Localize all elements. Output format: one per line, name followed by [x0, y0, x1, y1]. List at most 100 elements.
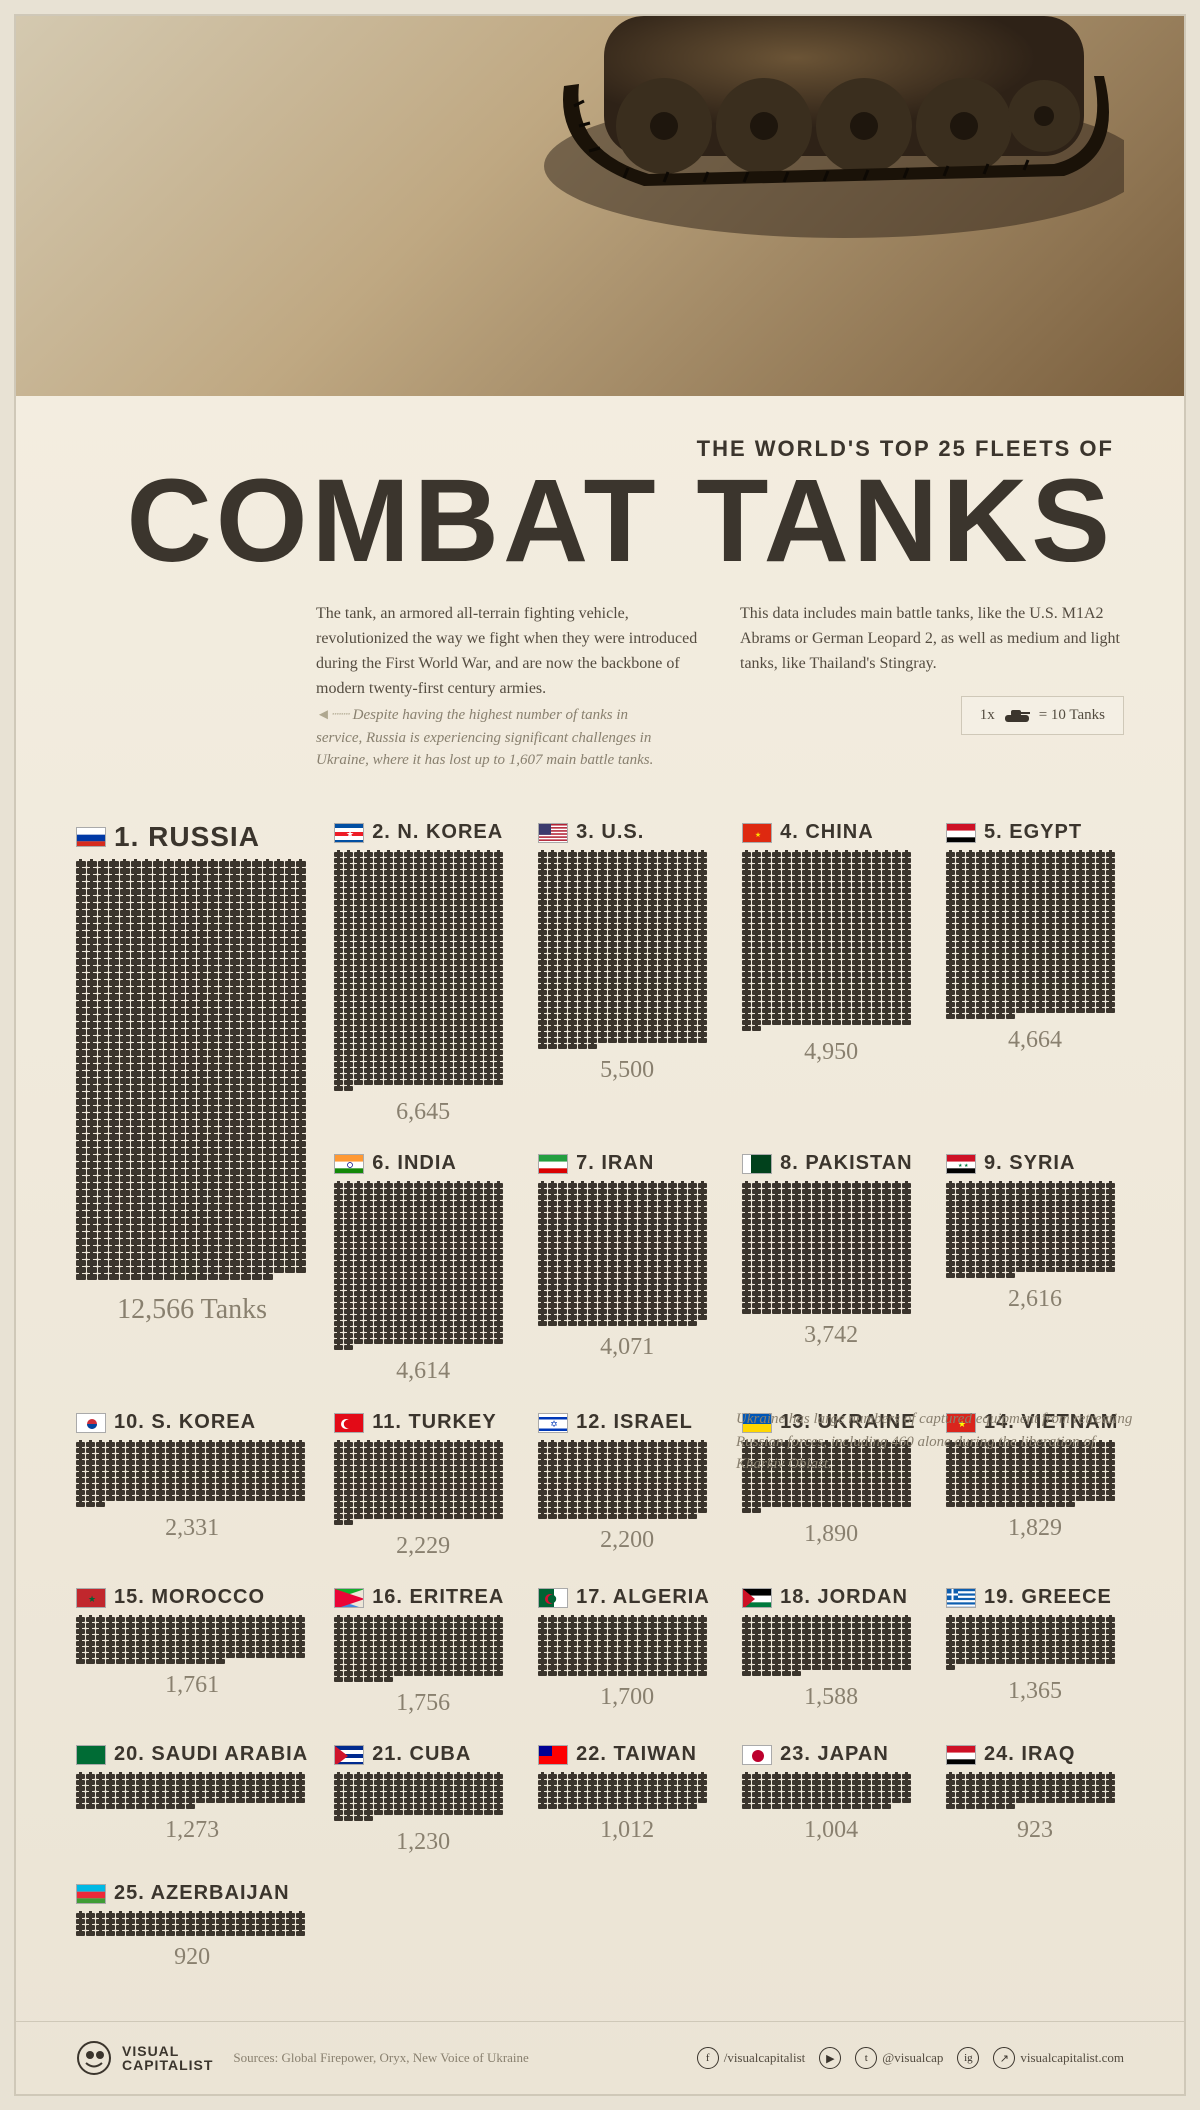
legend-prefix: 1x [980, 707, 995, 724]
social-link[interactable]: t@visualcap [855, 2047, 943, 2069]
tank-count: 923 [946, 1817, 1124, 1844]
hero-image [16, 16, 1184, 396]
country-header: 3. U.S. [538, 821, 716, 844]
country-cell-algeria: 17. ALGERIA1,700 [538, 1586, 716, 1717]
flag-icon [946, 1588, 976, 1608]
social-link[interactable]: f/visualcapitalist [697, 2047, 806, 2069]
svg-text:★: ★ [88, 1594, 96, 1604]
intro-text: The tank, an armored all-terrain fightin… [316, 602, 1124, 701]
russia-annotation: ◄┈┈ Despite having the highest number of… [316, 704, 676, 772]
tank-count: 2,229 [334, 1533, 512, 1560]
tank-pictogram [76, 861, 308, 1280]
country-rank-name: 12. ISRAEL [576, 1411, 693, 1434]
social-link[interactable]: ▶ [819, 2047, 841, 2069]
flag-icon [538, 1154, 568, 1174]
country-cell-egypt: 5. EGYPT4,664 [946, 821, 1124, 1126]
country-rank-name: 18. JORDAN [780, 1586, 908, 1609]
tank-count: 1,700 [538, 1684, 716, 1711]
tank-count: 1,004 [742, 1817, 920, 1844]
footer: VISUAL CAPITALIST Sources: Global Firepo… [16, 2021, 1184, 2094]
flag-icon: ★ [76, 1588, 106, 1608]
country-header: 23. JAPAN [742, 1743, 920, 1766]
country-grid: 1. RUSSIA12,566 Tanks★2. N. KOREA6,6453.… [76, 821, 1124, 1971]
svg-text:★: ★ [755, 831, 761, 839]
country-rank-name: 7. IRAN [576, 1152, 654, 1175]
country-header: 19. GREECE [946, 1586, 1124, 1609]
tank-count: 5,500 [538, 1057, 716, 1084]
country-rank-name: 10. S. KOREA [114, 1411, 256, 1434]
social-link[interactable]: ↗visualcapitalist.com [993, 2047, 1124, 2069]
tank-pictogram [946, 1617, 1124, 1670]
flag-icon [538, 1745, 568, 1765]
main-title: COMBAT TANKS [76, 468, 1114, 574]
tank-pictogram [76, 1442, 308, 1507]
country-rank-name: 8. PAKISTAN [780, 1152, 913, 1175]
social-handle: /visualcapitalist [724, 2050, 806, 2066]
country-cell-syria: ★★9. SYRIA 2,616 [946, 1152, 1124, 1385]
svg-text:★: ★ [346, 829, 354, 839]
flag-icon [946, 823, 976, 843]
country-header: 7. IRAN [538, 1152, 716, 1175]
sources: Sources: Global Firepower, Oryx, New Voi… [233, 2050, 528, 2066]
flag-icon [742, 1154, 772, 1174]
svg-text:★: ★ [958, 1163, 963, 1169]
country-cell-iraq: 24. IRAQ923 [946, 1743, 1124, 1856]
content-area: THE WORLD'S TOP 25 FLEETS OF COMBAT TANK… [16, 396, 1184, 1991]
tank-count: 1,012 [538, 1817, 716, 1844]
flag-icon: ★ [742, 823, 772, 843]
flag-icon: ★★ [946, 1154, 976, 1174]
tank-count: 1,588 [742, 1684, 920, 1711]
country-rank-name: 23. JAPAN [780, 1743, 889, 1766]
social-icon: ▶ [819, 2047, 841, 2069]
tank-count: 6,645 [334, 1099, 512, 1126]
tank-pictogram [538, 1617, 716, 1676]
tank-count: 12,566 Tanks [76, 1294, 308, 1326]
country-cell-israel: ✡12. ISRAEL2,200 [538, 1411, 716, 1560]
tank-count: 1,273 [76, 1817, 308, 1844]
country-cell-taiwan: 22. TAIWAN 1,012 [538, 1743, 716, 1856]
country-cell-jordan: 18. JORDAN 1,588 [742, 1586, 920, 1717]
tank-count: 1,756 [334, 1690, 512, 1717]
intro-left: The tank, an armored all-terrain fightin… [316, 602, 700, 701]
country-rank-name: 5. EGYPT [984, 821, 1082, 844]
tank-count: 4,071 [538, 1334, 716, 1361]
tank-count: 2,616 [946, 1286, 1124, 1313]
country-header: 1. RUSSIA [76, 821, 308, 853]
country-header: 16. ERITREA [334, 1586, 512, 1609]
tank-count: 1,890 [742, 1521, 920, 1548]
legend-suffix: = 10 Tanks [1039, 707, 1105, 724]
inner-border: THE WORLD'S TOP 25 FLEETS OF COMBAT TANK… [14, 14, 1186, 2096]
flag-icon [742, 1745, 772, 1765]
tank-pictogram [946, 852, 1124, 1019]
legend: 1x = 10 Tanks [961, 696, 1124, 735]
country-header: ★4. CHINA [742, 821, 920, 844]
flag-icon [538, 1588, 568, 1608]
country-cell-morocco: ★15. MOROCCO1,761 [76, 1586, 308, 1717]
country-cell-greece: 19. GREECE 1,365 [946, 1586, 1124, 1717]
country-header: 18. JORDAN [742, 1586, 920, 1609]
tank-pictogram [742, 852, 920, 1031]
country-header: ★★9. SYRIA [946, 1152, 1124, 1175]
country-header: 20. SAUDI ARABIA [76, 1743, 308, 1766]
social-icon: t [855, 2047, 877, 2069]
tank-pictogram [76, 1617, 308, 1664]
tank-icon [1003, 709, 1031, 723]
country-rank-name: 22. TAIWAN [576, 1743, 697, 1766]
country-cell-turkey: 11. TURKEY 2,229 [334, 1411, 512, 1560]
country-header: 6. INDIA [334, 1152, 512, 1175]
country-cell-cuba: 21. CUBA 1,230 [334, 1743, 512, 1856]
country-header: 21. CUBA [334, 1743, 512, 1766]
tank-count: 920 [76, 1944, 308, 1971]
tank-pictogram [538, 852, 716, 1049]
tank-pictogram [742, 1617, 920, 1676]
tank-pictogram [334, 1617, 512, 1682]
country-cell-russia: 1. RUSSIA 12,566 Tanks [76, 821, 308, 1326]
logo-icon [76, 2040, 112, 2076]
page: THE WORLD'S TOP 25 FLEETS OF COMBAT TANK… [0, 0, 1200, 2110]
tank-count: 1,230 [334, 1829, 512, 1856]
tank-pictogram [538, 1183, 716, 1326]
country-header: 11. TURKEY [334, 1411, 512, 1434]
country-rank-name: 11. TURKEY [372, 1411, 496, 1434]
tank-count: 1,365 [946, 1678, 1124, 1705]
social-link[interactable]: ig [957, 2047, 979, 2069]
